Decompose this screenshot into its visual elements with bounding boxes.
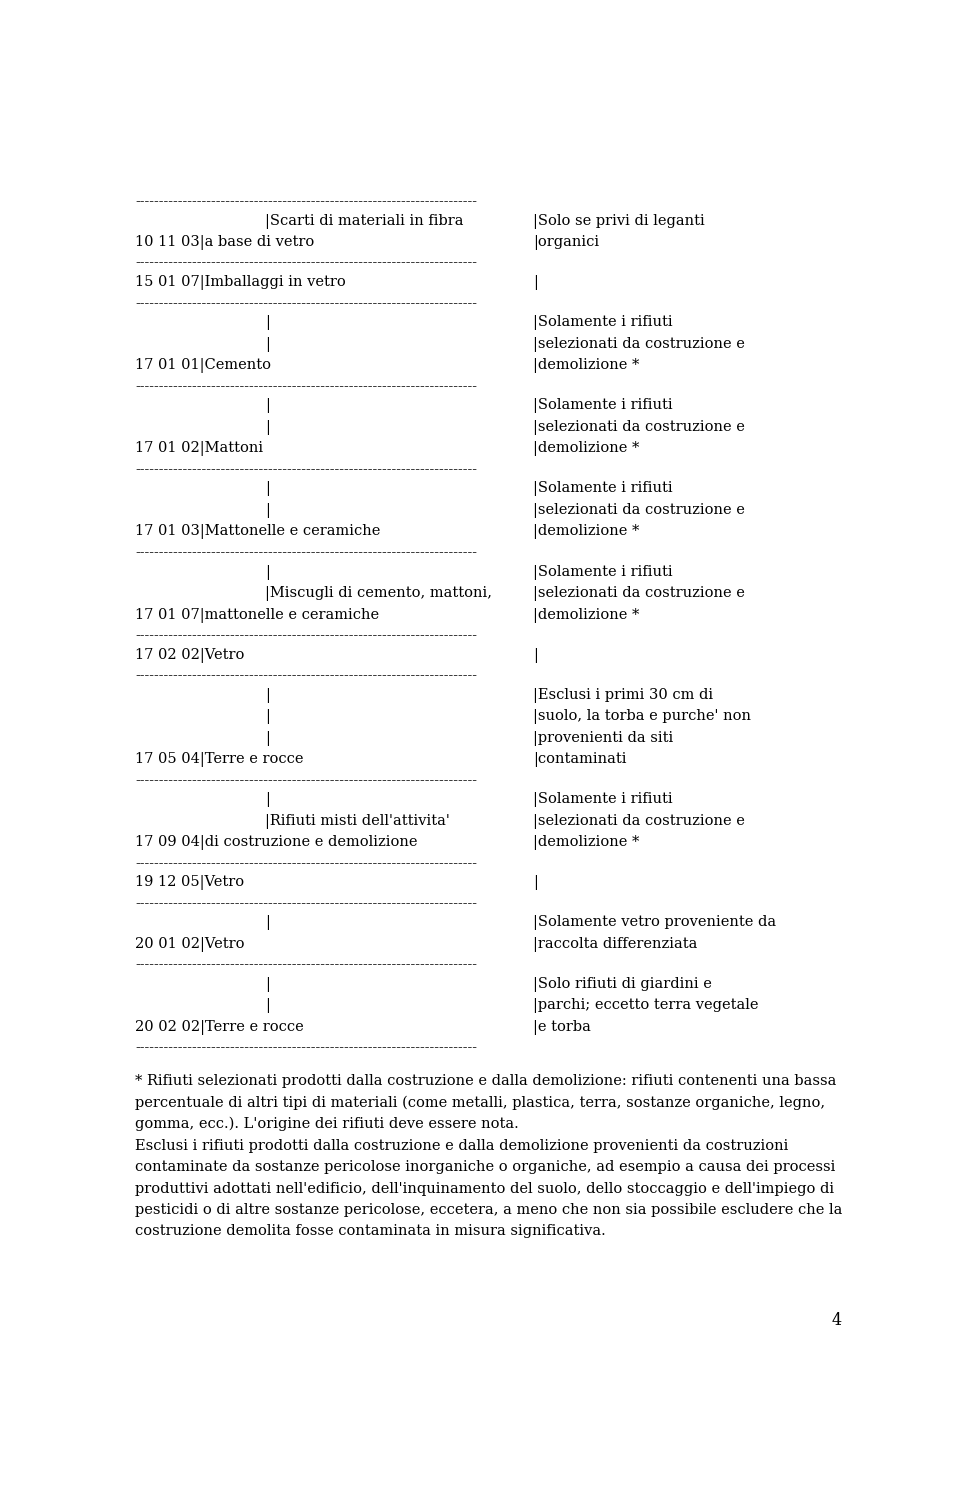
Text: ------------------------------------------------------------------------: ----------------------------------------… <box>134 297 477 311</box>
Text: |: | <box>265 999 270 1014</box>
Text: |Miscugli di cemento, mattoni,: |Miscugli di cemento, mattoni, <box>265 585 492 601</box>
Text: * Rifiuti selezionati prodotti dalla costruzione e dalla demolizione: rifiuti co: * Rifiuti selezionati prodotti dalla cos… <box>134 1074 836 1088</box>
Text: 15 01 07|Imballaggi in vetro: 15 01 07|Imballaggi in vetro <box>134 275 346 290</box>
Text: |parchi; eccetto terra vegetale: |parchi; eccetto terra vegetale <box>533 999 758 1014</box>
Text: 17 01 03|Mattonelle e ceramiche: 17 01 03|Mattonelle e ceramiche <box>134 525 380 539</box>
Text: ------------------------------------------------------------------------: ----------------------------------------… <box>134 463 477 477</box>
Text: percentuale di altri tipi di materiali (come metalli, plastica, terra, sostanze : percentuale di altri tipi di materiali (… <box>134 1096 825 1111</box>
Text: |selezionati da costruzione e: |selezionati da costruzione e <box>533 585 745 601</box>
Text: |: | <box>265 502 270 518</box>
Text: |: | <box>265 730 270 745</box>
Text: |: | <box>265 420 270 435</box>
Text: |selezionati da costruzione e: |selezionati da costruzione e <box>533 337 745 352</box>
Text: |: | <box>265 315 270 330</box>
Text: |: | <box>265 688 270 703</box>
Text: |Solamente i rifiuti: |Solamente i rifiuti <box>533 564 673 579</box>
Text: ------------------------------------------------------------------------: ----------------------------------------… <box>134 857 477 871</box>
Text: |Solo rifiuti di giardini e: |Solo rifiuti di giardini e <box>533 976 711 991</box>
Text: |Solamente vetro proveniente da: |Solamente vetro proveniente da <box>533 916 776 931</box>
Text: 17 01 02|Mattoni: 17 01 02|Mattoni <box>134 441 263 456</box>
Text: 20 01 02|Vetro: 20 01 02|Vetro <box>134 937 245 952</box>
Text: |selezionati da costruzione e: |selezionati da costruzione e <box>533 502 745 518</box>
Text: ------------------------------------------------------------------------: ----------------------------------------… <box>134 380 477 394</box>
Text: |selezionati da costruzione e: |selezionati da costruzione e <box>533 813 745 828</box>
Text: ------------------------------------------------------------------------: ----------------------------------------… <box>134 546 477 560</box>
Text: contaminate da sostanze pericolose inorganiche o organiche, ad esempio a causa d: contaminate da sostanze pericolose inorg… <box>134 1160 835 1174</box>
Text: |: | <box>265 976 270 991</box>
Text: |e torba: |e torba <box>533 1020 590 1035</box>
Text: 20 02 02|Terre e rocce: 20 02 02|Terre e rocce <box>134 1020 303 1035</box>
Text: 17 02 02|Vetro: 17 02 02|Vetro <box>134 647 244 662</box>
Text: |demolizione *: |demolizione * <box>533 441 639 456</box>
Text: |raccolta differenziata: |raccolta differenziata <box>533 937 697 952</box>
Text: Esclusi i rifiuti prodotti dalla costruzione e dalla demolizione provenienti da : Esclusi i rifiuti prodotti dalla costruz… <box>134 1138 788 1153</box>
Text: ------------------------------------------------------------------------: ----------------------------------------… <box>134 896 477 911</box>
Text: |: | <box>265 792 270 807</box>
Text: 10 11 03|a base di vetro: 10 11 03|a base di vetro <box>134 235 314 250</box>
Text: |demolizione *: |demolizione * <box>533 358 639 373</box>
Text: ------------------------------------------------------------------------: ----------------------------------------… <box>134 629 477 643</box>
Text: |Solamente i rifiuti: |Solamente i rifiuti <box>533 481 673 496</box>
Text: ------------------------------------------------------------------------: ----------------------------------------… <box>134 257 477 270</box>
Text: |: | <box>533 875 538 890</box>
Text: |contaminati: |contaminati <box>533 751 627 767</box>
Text: |suolo, la torba e purche' non: |suolo, la torba e purche' non <box>533 709 751 724</box>
Text: |Solo se privi di leganti: |Solo se privi di leganti <box>533 214 705 229</box>
Text: |: | <box>265 916 270 931</box>
Text: |provenienti da siti: |provenienti da siti <box>533 730 673 745</box>
Text: |: | <box>265 709 270 724</box>
Text: |organici: |organici <box>533 235 599 250</box>
Text: produttivi adottati nell'edificio, dell'inquinamento del suolo, dello stoccaggio: produttivi adottati nell'edificio, dell'… <box>134 1182 834 1195</box>
Text: 17 05 04|Terre e rocce: 17 05 04|Terre e rocce <box>134 751 303 767</box>
Text: gomma, ecc.). L'origine dei rifiuti deve essere nota.: gomma, ecc.). L'origine dei rifiuti deve… <box>134 1117 518 1132</box>
Text: ------------------------------------------------------------------------: ----------------------------------------… <box>134 195 477 210</box>
Text: |selezionati da costruzione e: |selezionati da costruzione e <box>533 420 745 435</box>
Text: |demolizione *: |demolizione * <box>533 525 639 539</box>
Text: pesticidi o di altre sostanze pericolose, eccetera, a meno che non sia possibile: pesticidi o di altre sostanze pericolose… <box>134 1203 842 1216</box>
Text: ------------------------------------------------------------------------: ----------------------------------------… <box>134 774 477 788</box>
Text: ------------------------------------------------------------------------: ----------------------------------------… <box>134 668 477 684</box>
Text: ------------------------------------------------------------------------: ----------------------------------------… <box>134 1041 477 1055</box>
Text: |: | <box>533 647 538 662</box>
Text: |: | <box>265 398 270 413</box>
Text: 17 01 07|mattonelle e ceramiche: 17 01 07|mattonelle e ceramiche <box>134 608 379 623</box>
Text: |Solamente i rifiuti: |Solamente i rifiuti <box>533 792 673 807</box>
Text: costruzione demolita fosse contaminata in misura significativa.: costruzione demolita fosse contaminata i… <box>134 1224 606 1239</box>
Text: |Rifiuti misti dell'attivita': |Rifiuti misti dell'attivita' <box>265 813 450 828</box>
Text: 19 12 05|Vetro: 19 12 05|Vetro <box>134 875 244 890</box>
Text: |: | <box>265 337 270 352</box>
Text: |Esclusi i primi 30 cm di: |Esclusi i primi 30 cm di <box>533 688 713 703</box>
Text: |: | <box>265 481 270 496</box>
Text: |: | <box>265 564 270 579</box>
Text: |Solamente i rifiuti: |Solamente i rifiuti <box>533 398 673 413</box>
Text: 4: 4 <box>831 1311 842 1329</box>
Text: |Solamente i rifiuti: |Solamente i rifiuti <box>533 315 673 330</box>
Text: 17 09 04|di costruzione e demolizione: 17 09 04|di costruzione e demolizione <box>134 836 418 850</box>
Text: |: | <box>533 275 538 290</box>
Text: |demolizione *: |demolizione * <box>533 608 639 623</box>
Text: ------------------------------------------------------------------------: ----------------------------------------… <box>134 958 477 972</box>
Text: |demolizione *: |demolizione * <box>533 836 639 850</box>
Text: |Scarti di materiali in fibra: |Scarti di materiali in fibra <box>265 214 464 229</box>
Text: 17 01 01|Cemento: 17 01 01|Cemento <box>134 358 271 373</box>
